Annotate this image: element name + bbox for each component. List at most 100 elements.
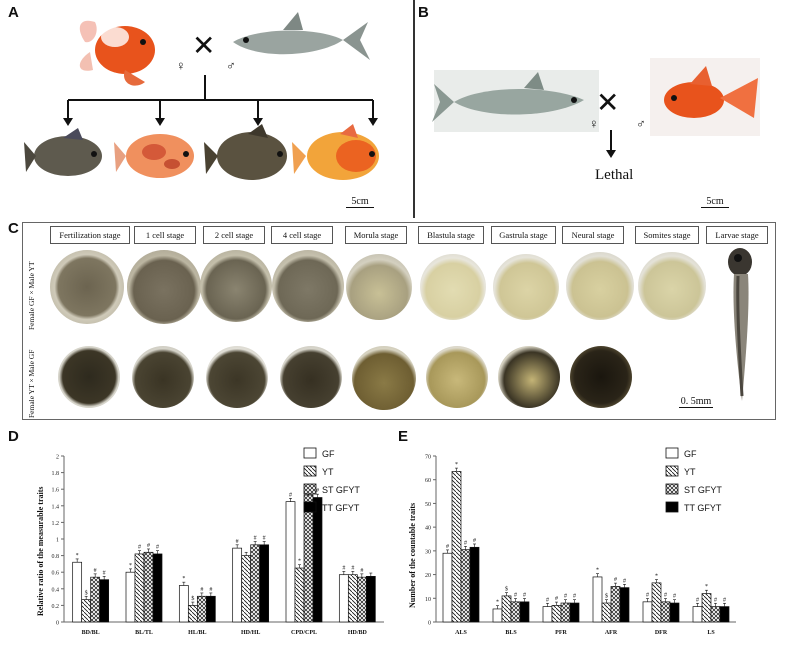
cross-symbol-b: ✕ xyxy=(596,88,619,119)
bar-yt-bls xyxy=(501,595,512,623)
significance-mark: # xyxy=(723,597,726,603)
significance-mark: # xyxy=(103,570,106,576)
significance-mark: * xyxy=(76,553,79,559)
stage-label-4-cell: 4 cell stage xyxy=(271,226,333,244)
bar-st-gfyt-bl-tl xyxy=(143,551,154,623)
panel-letter-b: B xyxy=(418,4,429,21)
bar-gf-pfr xyxy=(542,606,553,623)
significance-mark: # xyxy=(573,594,576,600)
x-tick-label: DFR xyxy=(655,630,668,636)
significance-mark: # xyxy=(289,492,292,498)
legend-swatch xyxy=(665,483,679,495)
legend-swatch xyxy=(665,465,679,477)
significance-mark: # xyxy=(564,594,567,600)
female-symbol-a: ♀ xyxy=(176,58,186,73)
embryo-yt-gastrula xyxy=(498,346,560,408)
bar-yt-pfr xyxy=(551,605,562,623)
legend-swatch xyxy=(303,447,317,459)
hybrid-offspring-1-image xyxy=(24,128,102,176)
bar-gf-afr xyxy=(592,576,603,623)
significance-mark: $ xyxy=(85,589,88,596)
x-tick-label: ALS xyxy=(455,630,467,636)
bar-tt-gfyt-hd-hl xyxy=(259,544,270,623)
stage-label-larvae: Larvae stage xyxy=(706,226,768,244)
significance-mark: $ xyxy=(505,586,508,593)
chart-d: 0 0.2 0.4 0.6 0.8 1 1.2 1.4 1.6 1.8 2 * $ # # BD/BL * # # #… xyxy=(52,447,384,636)
x-tick-label: BL/TL xyxy=(135,630,153,636)
significance-mark: # xyxy=(514,593,517,599)
y-tick-label: 0.4 xyxy=(52,587,60,593)
scale-label-c: 0. 5mm xyxy=(680,396,712,407)
x-tick-label: LS xyxy=(707,630,715,636)
x-tick-label: HD/BD xyxy=(348,630,368,636)
bar-st-gfyt-hd-bd xyxy=(356,576,367,623)
stage-label-gastrula: Gastrula stage xyxy=(491,226,556,244)
embryo-yt-2-cell xyxy=(206,346,268,408)
bar-gf-bl-tl xyxy=(125,571,136,623)
embryo-gf-2-cell xyxy=(200,250,272,322)
legend-label: YT xyxy=(322,467,334,477)
legend-label: TT GFYT xyxy=(322,503,360,513)
bar-tt-gfyt-cpd-cpl xyxy=(312,497,323,623)
silver-fish-female-image xyxy=(432,70,599,132)
embryo-gf-morula xyxy=(346,254,412,320)
legend-label: TT GFYT xyxy=(684,503,722,513)
larva-image xyxy=(728,248,752,401)
significance-mark: # xyxy=(94,568,97,574)
significance-mark: # xyxy=(614,577,617,583)
female-symbol-b: ♀ xyxy=(589,116,599,131)
stage-label-fertilization: Fertilization stage xyxy=(50,226,130,244)
male-symbol-a: ♂ xyxy=(226,58,236,73)
significance-mark: * xyxy=(129,563,132,569)
significance-mark: # xyxy=(209,587,212,593)
bar-st-gfyt-bd-bl xyxy=(90,576,101,623)
significance-mark: # xyxy=(316,488,319,494)
y-tick-label: 1.8 xyxy=(52,471,60,477)
panel-a-illustration: ✕ ♀ ♂ xyxy=(24,12,379,180)
significance-mark: $ xyxy=(605,593,608,600)
significance-mark: # xyxy=(473,538,476,544)
x-tick-label: BD/BL xyxy=(82,630,100,636)
row-label-yt-female: Female YT × Male GF xyxy=(27,349,36,418)
bar-tt-gfyt-bd-bl xyxy=(99,579,110,623)
bar-st-gfyt-ls xyxy=(710,606,721,623)
bar-st-gfyt-afr xyxy=(610,586,621,623)
bar-tt-gfyt-hl-bl xyxy=(205,595,216,623)
bar-gf-ls xyxy=(692,606,703,623)
scale-label-a: 5cm xyxy=(351,196,369,207)
y-tick-label: 0.6 xyxy=(52,571,60,577)
y-tick-label: 0 xyxy=(56,621,59,627)
x-tick-label: HL/BL xyxy=(188,630,206,636)
y-tick-label: 50 xyxy=(425,502,431,508)
legend-swatch xyxy=(665,501,679,513)
y-tick-label: 1.6 xyxy=(52,488,60,494)
bar-tt-gfyt-pfr xyxy=(569,602,580,623)
significance-mark: # xyxy=(147,543,150,549)
y-tick-label: 0.2 xyxy=(52,604,60,610)
significance-mark: # xyxy=(523,593,526,599)
bar-st-gfyt-dfr xyxy=(660,601,671,623)
bar-tt-gfyt-ls xyxy=(719,606,730,623)
y-tick-label: 0.8 xyxy=(52,554,60,560)
significance-mark: # xyxy=(446,544,449,550)
y-tick-label: 20 xyxy=(425,573,431,579)
panel-divider xyxy=(413,0,415,218)
significance-mark: # xyxy=(351,565,354,571)
significance-mark: # xyxy=(342,565,345,571)
goldfish-parent-image xyxy=(79,20,155,86)
bar-tt-gfyt-dfr xyxy=(669,602,680,623)
hybrid-offspring-2-image xyxy=(114,134,194,178)
embryo-gf-fertilization xyxy=(50,250,124,324)
panel-b-illustration: ✕ ♀ ♂ xyxy=(432,58,760,158)
embryo-yt-1-cell xyxy=(132,346,194,408)
bar-gf-bd-bl xyxy=(72,561,83,623)
hybrid-offspring-3-image xyxy=(204,124,287,180)
bar-yt-afr xyxy=(601,602,612,623)
significance-mark: # xyxy=(546,597,549,603)
bar-yt-dfr xyxy=(651,582,662,623)
bar-yt-hd-bd xyxy=(347,574,358,623)
stage-label-somites: Somites stage xyxy=(635,226,699,244)
bar-gf-dfr xyxy=(642,601,653,623)
bar-gf-cpd-cpl xyxy=(285,501,296,623)
bar-yt-bd-bl xyxy=(81,599,92,623)
